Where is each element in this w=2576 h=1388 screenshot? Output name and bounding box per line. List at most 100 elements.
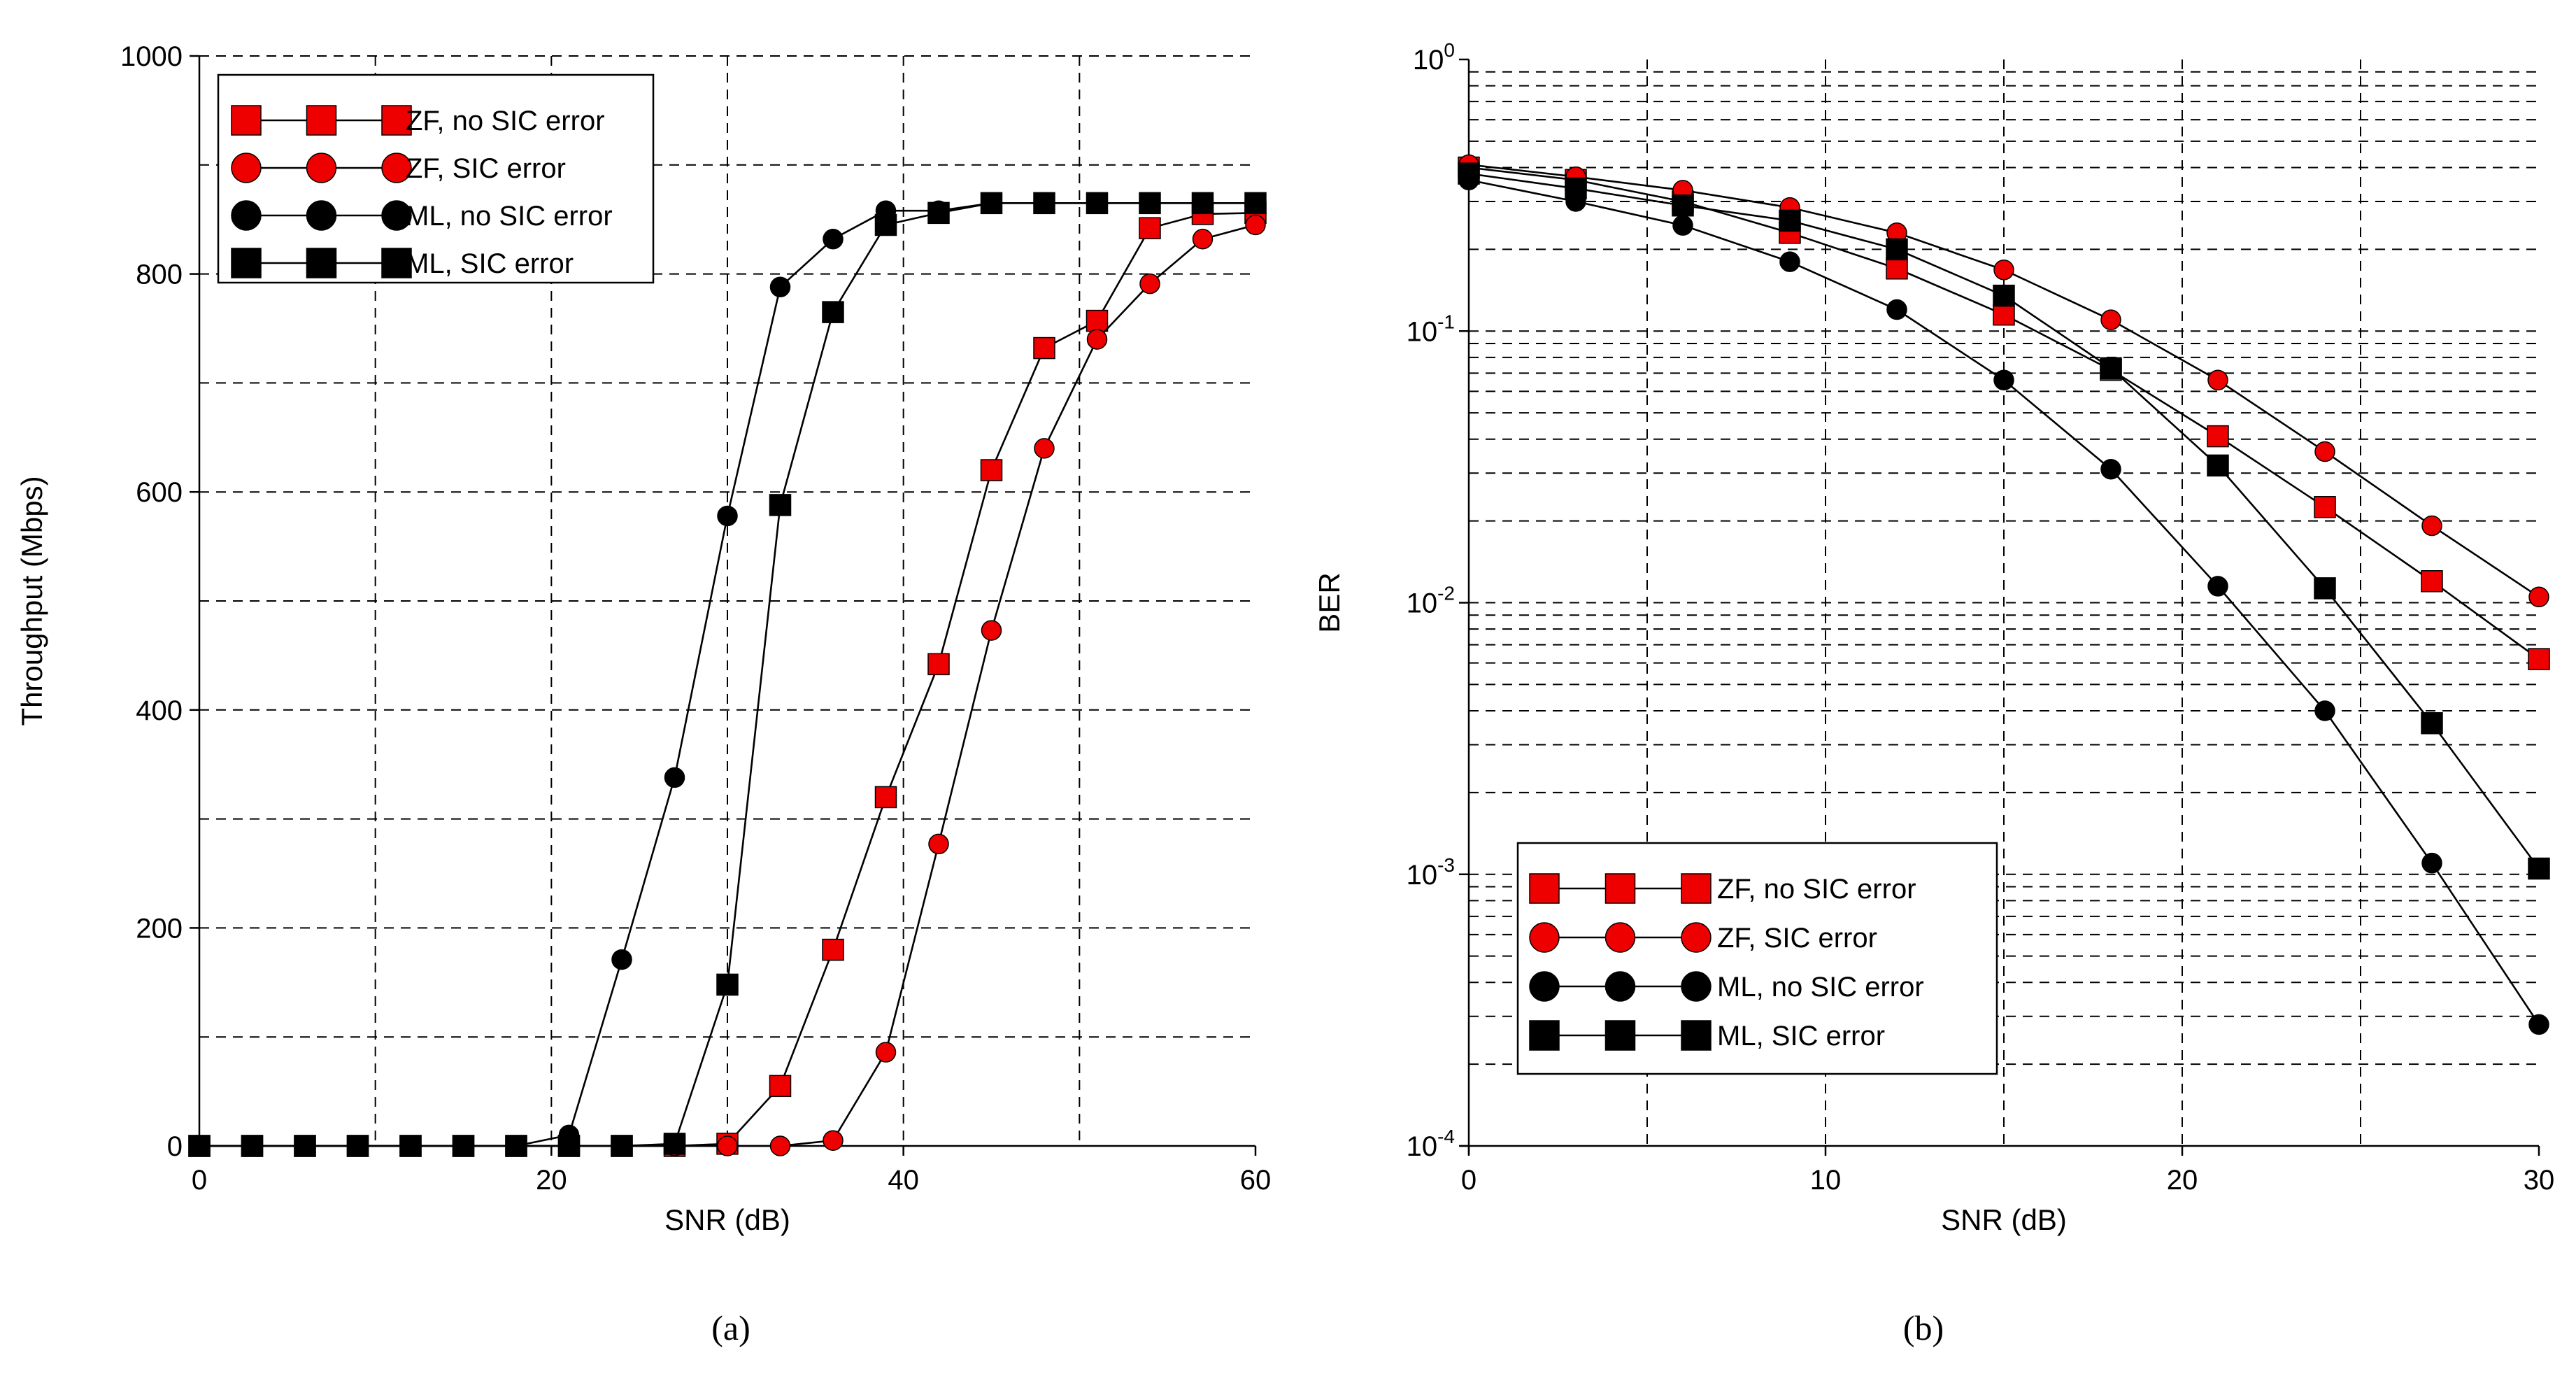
data-point [1779, 251, 1800, 272]
data-point [2314, 700, 2335, 721]
legend-marker [1529, 873, 1560, 904]
x-tick-label: 60 [1240, 1165, 1272, 1196]
data-point [452, 1135, 475, 1157]
data-point [874, 213, 897, 236]
data-point [294, 1135, 316, 1157]
series-4 [1458, 162, 2550, 880]
legend-label: ML, SIC error [406, 248, 574, 279]
data-point [188, 1135, 211, 1157]
legend: ZF, no SIC error ZF, SIC error ML, no SIC … [217, 73, 655, 284]
legend-marker [1681, 971, 1712, 1002]
data-point [2314, 441, 2335, 462]
data-point [1672, 215, 1693, 236]
data-point [1993, 369, 2014, 391]
data-point [769, 494, 792, 516]
legend-marker [1529, 922, 1560, 953]
legend-label: ML, no SIC error [1717, 972, 1924, 1003]
data-point [611, 1135, 633, 1157]
data-point [2314, 496, 2336, 518]
y-tick-label: 400 [136, 695, 183, 726]
data-point [874, 786, 897, 809]
legend-marker [231, 248, 262, 278]
data-point [1244, 192, 1267, 215]
data-point [2207, 576, 2228, 597]
data-point [1139, 273, 1160, 295]
series-4 [188, 192, 1267, 1157]
data-point [927, 201, 950, 225]
data-point [1779, 209, 1801, 232]
data-point [981, 620, 1002, 641]
legend-marker [231, 105, 262, 136]
legend-marker [231, 200, 262, 231]
data-point [2100, 357, 2122, 380]
legend-marker [1681, 1020, 1712, 1051]
legend-marker [381, 200, 412, 231]
legend-marker [306, 153, 337, 183]
data-point [1192, 228, 1214, 250]
legend-box [217, 73, 655, 284]
data-point [664, 767, 685, 788]
legend-marker [1529, 1020, 1560, 1051]
legend-marker [1604, 873, 1636, 904]
data-point [241, 1135, 264, 1157]
data-point [1086, 192, 1109, 215]
legend-entry: ZF, SIC error [1529, 922, 1877, 954]
data-point [1993, 303, 2015, 326]
data-point [717, 1135, 738, 1156]
data-point [1886, 238, 1908, 261]
data-point [980, 192, 1003, 215]
data-point [823, 1130, 844, 1151]
data-point [1086, 329, 1108, 350]
y-tick-label: 200 [136, 913, 183, 944]
data-point [1993, 260, 2014, 281]
x-tick-label: 20 [2167, 1165, 2198, 1196]
y-tick-label: 10-4 [1407, 1126, 1455, 1162]
legend-marker [306, 200, 337, 231]
panel-caption: (b) [1903, 1308, 1944, 1347]
y-tick-label: 1000 [120, 41, 183, 72]
data-point [928, 833, 949, 855]
legend-entry: ML, no SIC error [1529, 971, 1924, 1003]
legend-label: ZF, SIC error [406, 153, 566, 184]
data-point [1033, 337, 1055, 360]
legend-label: ZF, no SIC error [1717, 874, 1916, 905]
data-point [1034, 438, 1055, 459]
data-point [1565, 177, 1587, 200]
data-point [769, 1135, 791, 1156]
data-point [716, 973, 739, 996]
grid [1469, 59, 2539, 1146]
y-tick-label: 100 [1413, 39, 1455, 76]
legend-entry: ML, SIC error [231, 248, 574, 279]
x-axis-title: SNR (dB) [664, 1203, 790, 1236]
data-point [1086, 309, 1109, 332]
data-point [1033, 192, 1055, 215]
legend-entry: ML, SIC error [1529, 1020, 1885, 1051]
data-point [2314, 577, 2336, 600]
data-point [1886, 257, 1908, 280]
data-point [1458, 162, 1480, 185]
data-point [1886, 299, 1907, 320]
y-tick-label: 10-2 [1407, 583, 1455, 619]
legend-label: ML, SIC error [1717, 1021, 1885, 1051]
data-point [2421, 515, 2442, 537]
x-tick-label: 10 [1810, 1165, 1842, 1196]
data-point [2528, 1014, 2549, 1035]
y-axis-title: Throughput (Mbps) [15, 476, 48, 725]
data-point [2421, 712, 2443, 735]
y-tick-label: 10-3 [1407, 854, 1455, 891]
panel-b-ber-chart: 0 10 20 30 10-4 10-3 10-2 10-1 100 SNR (dB) BER ZF,… [1313, 39, 2554, 1347]
legend-label: ZF, no SIC error [406, 106, 605, 136]
data-point [2528, 648, 2550, 670]
data-point [2421, 852, 2442, 874]
data-point [557, 1135, 581, 1157]
data-point [1245, 214, 1266, 236]
legend-marker [1681, 922, 1712, 953]
data-point [663, 1133, 686, 1155]
data-point [1993, 284, 2015, 307]
panel-caption: (a) [711, 1308, 750, 1347]
data-point [1672, 194, 1694, 217]
grid [199, 55, 1255, 1146]
data-point [1191, 192, 1214, 215]
